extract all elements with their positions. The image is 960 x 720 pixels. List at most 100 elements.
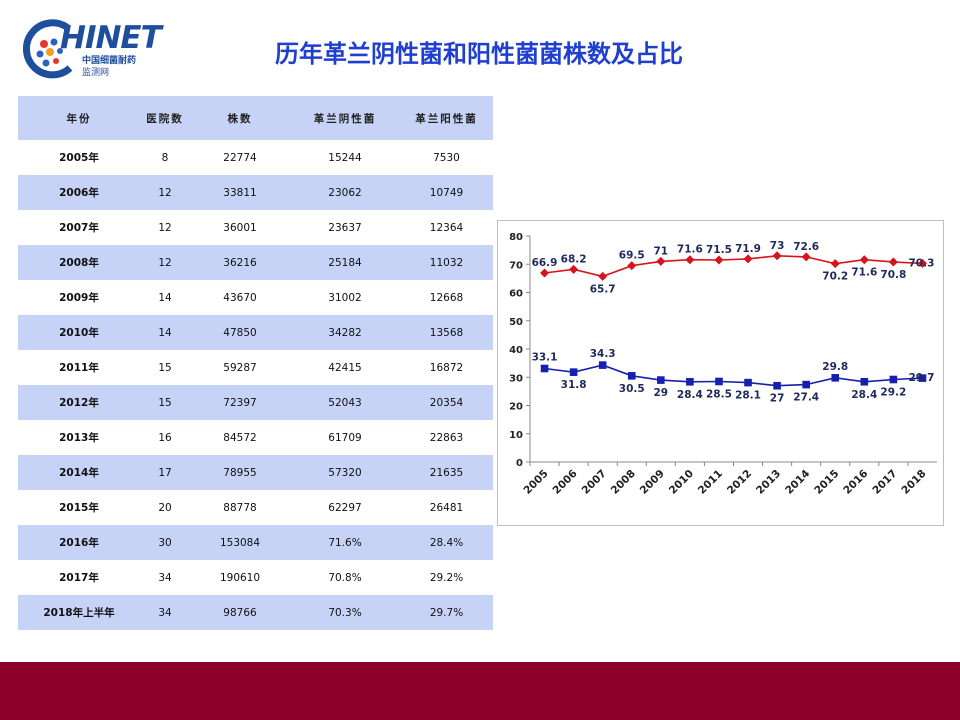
table-cell: 25184 (328, 256, 362, 269)
column-header: 株数 (227, 112, 253, 125)
data-point (598, 361, 607, 369)
y-tick-label: 20 (509, 402, 523, 413)
table-cell: 30 (158, 536, 172, 549)
data-point (714, 255, 724, 265)
footer-bar (0, 662, 960, 720)
table-cell: 15 (158, 396, 172, 409)
hinet-logo: HINET 中国细菌耐药 监测网 (20, 18, 162, 82)
data-point (801, 252, 811, 262)
table-cell: 2015年 (59, 502, 99, 514)
data-point (802, 380, 810, 389)
table-body: 2005年 8 22774 15244 7530 2006年 12 33811 23062 107… (18, 140, 493, 630)
table-row: 2010年 14 47850 34282 13568 (18, 315, 493, 350)
table-cell: 61709 (328, 431, 362, 444)
data-point (715, 377, 723, 386)
table-cell: 47850 (223, 326, 257, 339)
data-label: 71.9 (735, 243, 761, 255)
data-point (540, 364, 549, 373)
table-cell: 33811 (223, 186, 257, 199)
table-cell: 15 (158, 361, 172, 374)
table-row: 2017年 34 190610 70.8% 29.2% (18, 560, 493, 595)
table-row: 2015年 20 88778 62297 26481 (18, 490, 493, 525)
data-label: 72.6 (793, 241, 819, 253)
table-cell: 43670 (223, 291, 257, 304)
data-label: 34.3 (590, 348, 616, 360)
table-cell: 88778 (223, 501, 257, 514)
table-cell: 22863 (429, 431, 464, 444)
table-cell: 190610 (219, 571, 261, 584)
table-cell: 12 (158, 186, 172, 199)
data-point (744, 378, 752, 387)
table-header-row: 年份 医院数 株数 革兰阴性菌 革兰阳性菌 (18, 96, 493, 140)
data-label: 70.3 (909, 257, 935, 269)
data-point (830, 259, 840, 269)
table-cell: 2005年 (59, 152, 99, 164)
table-cell: 23637 (328, 221, 362, 234)
data-label: 29 (654, 387, 669, 399)
table-cell: 12 (158, 256, 172, 269)
table-cell: 12 (158, 221, 172, 234)
data-label: 27 (770, 393, 785, 405)
table-row: 2005年 8 22774 15244 7530 (18, 140, 493, 175)
data-label: 68.2 (561, 253, 587, 265)
table-cell: 2007年 (59, 222, 99, 234)
table-cell: 2008年 (59, 257, 99, 269)
table-cell: 10749 (429, 186, 464, 199)
table-row: 2013年 16 84572 61709 22863 (18, 420, 493, 455)
table-cell: 52043 (328, 396, 362, 409)
table-cell: 2014年 (59, 467, 99, 479)
table-cell: 8 (161, 151, 169, 164)
data-point (598, 271, 608, 281)
table-cell: 34282 (328, 326, 362, 339)
data-point (686, 377, 694, 386)
data-label: 33.1 (532, 351, 558, 363)
data-label: 28.1 (735, 390, 761, 402)
column-header: 革兰阴性菌 (313, 112, 377, 125)
table-cell: 2010年 (59, 327, 99, 339)
data-label: 73 (770, 240, 785, 252)
table-cell: 153084 (219, 536, 261, 549)
table-row: 2007年 12 36001 23637 12364 (18, 210, 493, 245)
table-cell: 14 (158, 326, 172, 339)
data-point (657, 376, 665, 384)
table-cell: 12364 (429, 221, 464, 234)
table-cell: 22774 (223, 151, 257, 164)
table-cell: 78955 (223, 466, 257, 479)
y-tick-label: 80 (509, 232, 523, 243)
data-point (569, 368, 578, 376)
table-cell: 2013年 (59, 432, 99, 444)
table-row: 2016年 30 153084 71.6% 28.4% (18, 525, 493, 560)
table-cell: 16872 (429, 361, 464, 374)
table-cell: 2009年 (59, 292, 99, 304)
table-row: 2014年 17 78955 57320 21635 (18, 455, 493, 490)
line-chart: 0 10 20 30 40 50 60 70 80 2005 2006 2007 2008 2009 201… (497, 220, 944, 526)
y-tick-label: 40 (509, 345, 523, 356)
table-cell: 70.3% (328, 606, 362, 619)
table-cell: 36001 (223, 221, 257, 234)
y-tick-label: 70 (509, 260, 523, 271)
data-label: 28.4 (677, 389, 703, 401)
table-cell: 2006年 (59, 187, 99, 199)
column-header: 医院数 (146, 112, 184, 125)
table-cell: 71.6% (328, 536, 362, 549)
data-label: 31.8 (561, 379, 587, 391)
data-label: 69.5 (619, 250, 645, 262)
data-point (831, 374, 840, 382)
table-cell: 57320 (328, 466, 362, 479)
table-cell: 14 (158, 291, 172, 304)
data-point (540, 268, 550, 278)
table-row: 2008年 12 36216 25184 11032 (18, 245, 493, 280)
data-label: 71.6 (851, 267, 877, 279)
data-point (860, 377, 869, 386)
table-cell: 20 (158, 501, 172, 514)
table-cell: 17 (158, 466, 172, 479)
logo-text: HINET (60, 20, 162, 56)
table-cell: 98766 (223, 606, 257, 619)
table-cell: 7530 (433, 151, 460, 164)
data-point (917, 258, 927, 268)
data-point (772, 251, 782, 261)
data-label: 29.8 (822, 361, 848, 373)
data-label: 29.2 (880, 387, 906, 399)
table-cell: 2016年 (59, 537, 99, 549)
